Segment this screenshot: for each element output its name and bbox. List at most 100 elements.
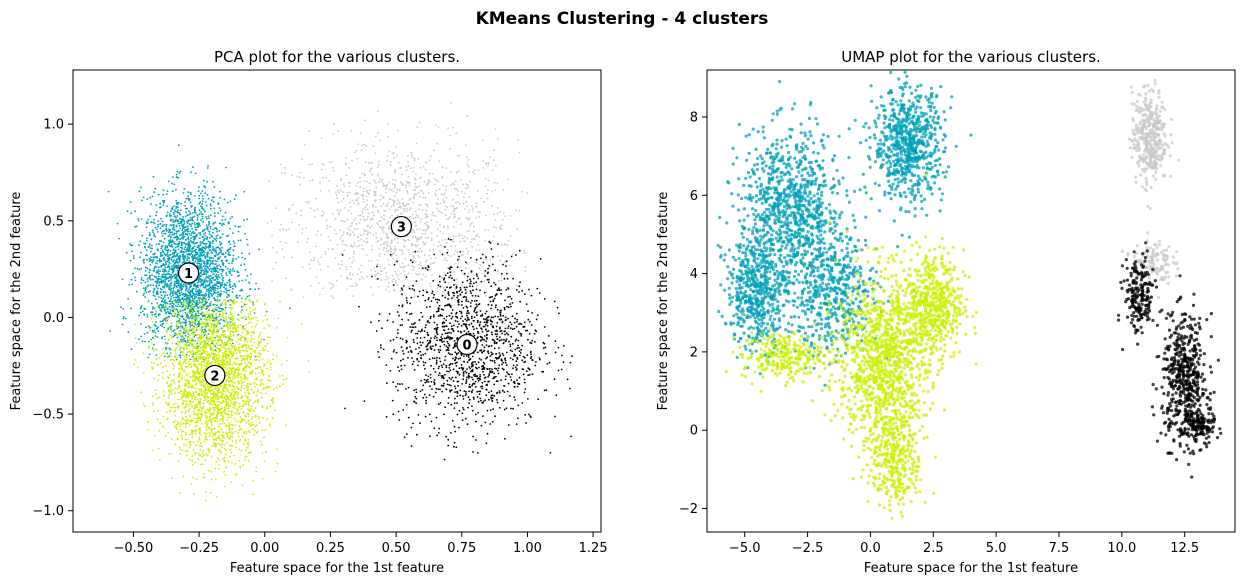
pca-point (312, 259, 315, 262)
pca-point (179, 360, 182, 362)
pca-point (153, 288, 156, 291)
pca-point (199, 297, 202, 300)
pca-point (200, 366, 203, 369)
pca-point (142, 196, 145, 199)
pca-point (190, 251, 193, 253)
pca-point (187, 236, 190, 238)
pca-point (220, 307, 223, 310)
pca-point (378, 163, 380, 166)
pca-point (437, 209, 440, 212)
pca-point (173, 215, 176, 218)
pca-point (187, 372, 190, 375)
pca-point (190, 225, 193, 228)
pca-point (339, 237, 342, 240)
pca-point (274, 409, 276, 412)
pca-point (198, 255, 201, 258)
pca-point (227, 253, 230, 256)
pca-point (340, 189, 342, 192)
pca-point (245, 303, 248, 306)
pca-point (237, 349, 240, 351)
pca-point (499, 227, 501, 230)
pca-point (420, 278, 423, 280)
pca-point (189, 219, 192, 222)
pca-point (168, 284, 171, 286)
pca-point (187, 305, 190, 308)
pca-point (380, 216, 383, 219)
pca-point (306, 202, 309, 205)
pca-point (181, 293, 184, 296)
pca-point (212, 273, 215, 275)
pca-point (397, 278, 400, 281)
pca-point (208, 268, 211, 271)
pca-point (164, 248, 166, 251)
pca-point (209, 278, 212, 281)
pca-point (173, 254, 176, 256)
pca-point (332, 248, 335, 251)
pca-point (374, 180, 377, 183)
pca-point (465, 200, 468, 203)
pca-point (202, 269, 204, 272)
pca-point (311, 163, 314, 166)
pca-point (433, 178, 436, 180)
pca-point (163, 273, 166, 276)
pca-point (468, 217, 471, 220)
pca-point (134, 225, 137, 228)
pca-point (387, 281, 390, 284)
pca-point (168, 266, 171, 269)
pca-point (164, 364, 167, 367)
pca-point (383, 210, 386, 212)
pca-point (334, 218, 337, 221)
pca-point (221, 253, 223, 256)
pca-point (329, 239, 332, 242)
pca-point (173, 281, 176, 283)
pca-point (405, 184, 407, 187)
pca-point (160, 279, 163, 281)
pca-point (393, 288, 395, 291)
pca-point (383, 246, 385, 249)
pca-point (180, 202, 183, 205)
pca-point (171, 253, 174, 255)
pca-point (377, 172, 380, 175)
pca-point (205, 273, 208, 275)
pca-point (193, 245, 196, 248)
pca-point (229, 268, 232, 271)
pca-point (354, 217, 357, 220)
pca-point (327, 265, 329, 268)
pca-point (209, 289, 212, 291)
pca-point (238, 346, 240, 348)
pca-point (474, 169, 476, 172)
pca-point (313, 209, 316, 212)
pca-point (219, 209, 222, 212)
pca-point (201, 422, 203, 425)
pca-point (186, 300, 189, 302)
pca-point (214, 320, 217, 322)
pca-point (394, 186, 396, 189)
pca-point (219, 450, 222, 453)
pca-point (412, 201, 415, 204)
pca-point (234, 225, 237, 228)
pca-point (147, 357, 149, 359)
pca-point (260, 340, 262, 343)
pca-point (200, 219, 202, 222)
pca-point (162, 290, 165, 293)
pca-point (129, 259, 132, 262)
pca-point (336, 209, 339, 212)
pca-point (178, 386, 181, 389)
pca-point (379, 178, 381, 180)
pca-point (236, 410, 239, 413)
pca-point (412, 217, 415, 220)
pca-point (137, 219, 140, 222)
pca-point (157, 270, 160, 272)
pca-point (136, 267, 139, 270)
pca-point (420, 250, 423, 253)
pca-point (342, 220, 344, 223)
pca-point (209, 205, 212, 207)
pca-point (186, 259, 189, 261)
pca-point (207, 215, 210, 218)
pca-point (386, 235, 388, 238)
pca-point (182, 219, 185, 222)
pca-point (390, 231, 392, 234)
pca-point (337, 130, 340, 133)
pca-point (160, 240, 162, 243)
pca-point (225, 166, 228, 169)
